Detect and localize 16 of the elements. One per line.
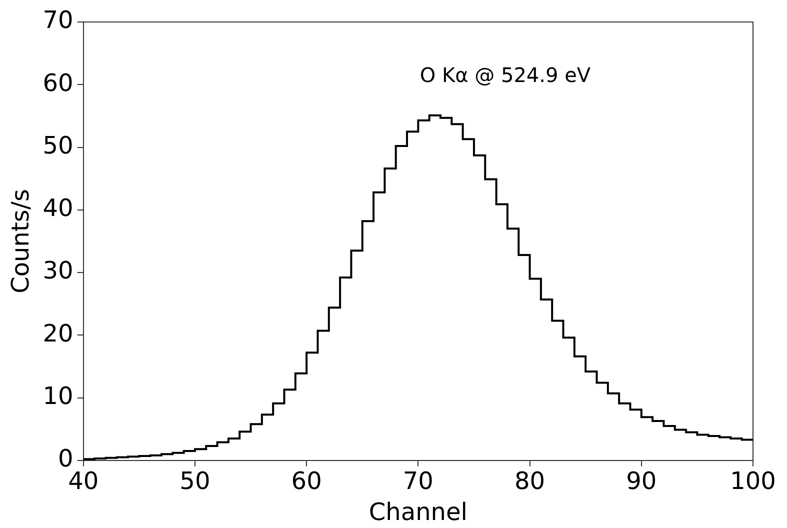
- x-tick-label: 100: [730, 467, 776, 496]
- y-tick-label: 20: [42, 319, 74, 348]
- x-tick-label: 50: [180, 467, 210, 496]
- x-axis-title: Channel: [368, 498, 468, 526]
- y-tick-label: 10: [42, 382, 74, 410]
- annotation: O Kα @ 524.9 eV: [420, 63, 591, 88]
- x-tick-label: 60: [291, 467, 322, 496]
- y-tick-label: 40: [42, 194, 74, 222]
- y-axis-title: Counts/s: [6, 189, 35, 294]
- y-tick-label: 30: [42, 256, 74, 285]
- y-tick-label: 60: [42, 68, 74, 97]
- x-tick-label: 80: [514, 467, 546, 496]
- x-tick-label: 70: [402, 467, 434, 496]
- y-tick-label: 70: [42, 6, 74, 34]
- x-tick-label: 90: [626, 467, 657, 496]
- y-tick-label: 50: [42, 131, 74, 160]
